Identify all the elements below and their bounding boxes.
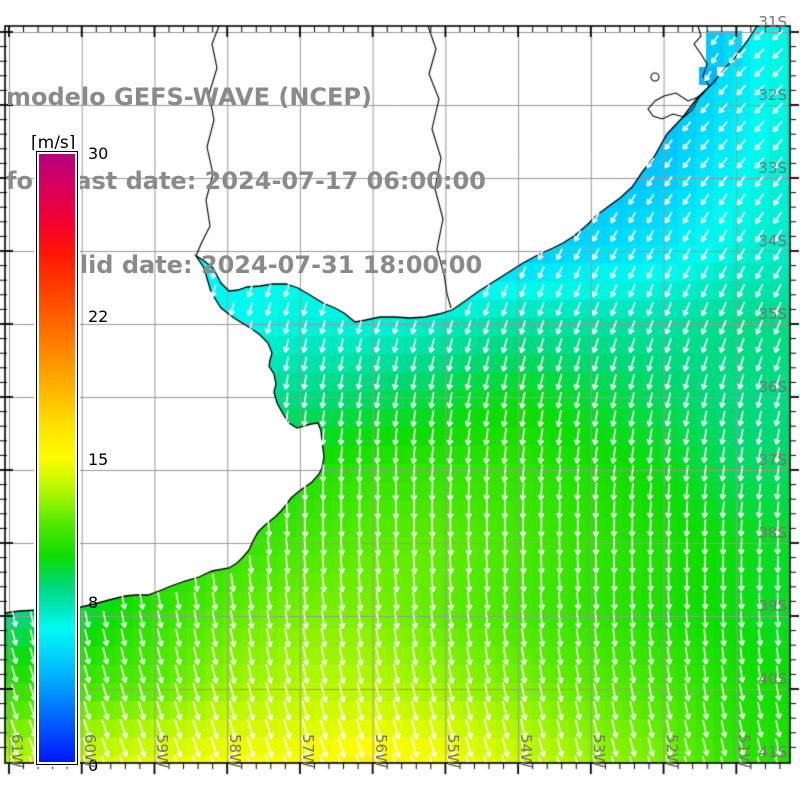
latitude-tick-label: 35S [758,305,787,323]
longitude-tick-label: 58W [226,734,245,768]
colorbar-tick-label: 0 [88,756,99,775]
latitude-tick-label: 41S [758,743,787,761]
longitude-tick-label: 53W [589,734,608,768]
colorbar-tick-label: 15 [88,450,109,469]
colorbar [34,149,80,767]
longitude-tick-label: 52W [662,734,681,768]
latitude-tick-label: 34S [758,232,787,250]
latitude-tick-label: 33S [758,159,787,177]
colorbar-unit-label: [m/s] [31,133,76,153]
latitude-tick-label: 38S [758,524,787,542]
longitude-tick-label: 55W [444,734,463,768]
latitude-tick-label: 39S [758,597,787,615]
colorbar-tick-label: 30 [88,144,109,163]
longitude-tick-label: 61W [8,734,26,768]
latitude-tick-label: 36S [758,378,787,396]
colorbar-gradient [39,154,75,762]
colorbar-tick-label: 8 [88,592,99,612]
longitude-tick-label: 56W [371,734,390,768]
longitude-tick-label: 60W [80,734,99,768]
longitude-tick-label: 51W [735,734,754,768]
colorbar-tick-label: 22 [88,307,109,327]
longitude-tick-label: 54W [517,734,536,768]
longitude-tick-label: 57W [298,734,317,768]
latitude-tick-label: 32S [758,86,787,104]
latitude-tick-label: 40S [758,670,787,688]
latitude-tick-label: 37S [758,451,787,469]
longitude-tick-label: 59W [153,734,172,768]
latitude-tick-label: 31S [758,13,787,31]
